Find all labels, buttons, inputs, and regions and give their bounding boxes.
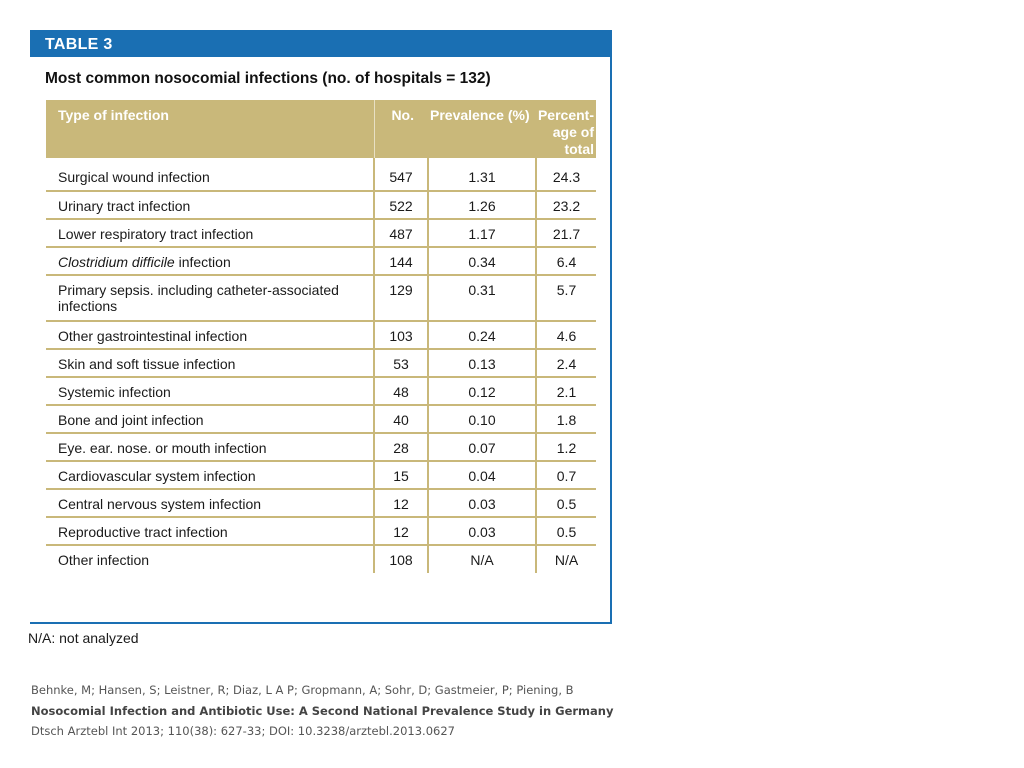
table-row: Clostridium difficile infection 144 0.34…	[46, 247, 596, 276]
cell-percentage: 1.8	[535, 405, 596, 434]
cell-type-line2: infections	[58, 298, 118, 314]
citation-authors: Behnke, M; Hansen, S; Leistner, R; Diaz,…	[31, 683, 574, 697]
cell-type: Other gastrointestinal infection	[46, 321, 374, 350]
cell-percentage: 0.7	[535, 461, 596, 490]
cell-type-rest: infection	[174, 254, 231, 270]
cell-percentage: N/A	[535, 545, 596, 573]
cell-prevalence: 0.04	[428, 461, 536, 490]
cell-prevalence: 0.24	[428, 321, 536, 350]
cell-type: Clostridium difficile infection	[46, 247, 374, 276]
header-prevalence: Prevalence (%)	[428, 100, 536, 158]
cell-type-italic: Clostridium difficile	[58, 254, 175, 270]
table-row: Lower respiratory tract infection 487 1.…	[46, 219, 596, 248]
cell-type: Eye. ear. nose. or mouth infection	[46, 433, 374, 462]
cell-percentage: 6.4	[535, 247, 596, 276]
cell-no: 487	[373, 219, 429, 248]
cell-percentage: 24.3	[535, 158, 596, 192]
cell-type: Central nervous system infection	[46, 489, 374, 518]
cell-no: 15	[373, 461, 429, 490]
cell-no: 12	[373, 517, 429, 546]
cell-no: 103	[373, 321, 429, 350]
table-row: Reproductive tract infection 12 0.03 0.5	[46, 517, 596, 546]
citation-source: Dtsch Arztebl Int 2013; 110(38): 627-33;…	[31, 724, 455, 738]
cell-prevalence: 0.31	[428, 275, 536, 322]
cell-type-line1: Primary sepsis. including catheter-assoc…	[58, 282, 339, 298]
cell-type: Bone and joint infection	[46, 405, 374, 434]
cell-prevalence: 0.34	[428, 247, 536, 276]
cell-percentage: 23.2	[535, 191, 596, 220]
cell-prevalence: 0.07	[428, 433, 536, 462]
cell-type: Other infection	[58, 552, 150, 568]
cell-no: 144	[373, 247, 429, 276]
cell-type: Lower respiratory tract infection	[46, 219, 374, 248]
cell-prevalence: 1.31	[428, 158, 536, 192]
table-row: Central nervous system infection 12 0.03…	[46, 489, 596, 518]
cell-percentage: 5.7	[535, 275, 596, 322]
table-row: Primary sepsis. including catheter-assoc…	[46, 275, 596, 322]
cell-type: Systemic infection	[46, 377, 374, 406]
cell-type: Cardiovascular system infection	[46, 461, 374, 490]
table-row: Urinary tract infection 522 1.26 23.2	[46, 191, 596, 220]
table-label: TABLE 3	[30, 30, 610, 57]
cell-type: Reproductive tract infection	[46, 517, 374, 546]
cell-no: 108	[373, 545, 429, 573]
infection-table: Type of infection No. Prevalence (%) Per…	[46, 100, 596, 573]
cell-prevalence: 0.03	[428, 489, 536, 518]
table-header-row: Type of infection No. Prevalence (%) Per…	[46, 100, 596, 158]
cell-percentage: 2.4	[535, 349, 596, 378]
table-row: Bone and joint infection 40 0.10 1.8	[46, 405, 596, 434]
cell-no: 48	[373, 377, 429, 406]
table-row: Other infection 108 N/A N/A	[46, 545, 596, 573]
cell-no: 28	[373, 433, 429, 462]
header-percentage-line2: age of	[552, 124, 594, 140]
cell-percentage: 1.2	[535, 433, 596, 462]
table-row: Surgical wound infection 547 1.31 24.3	[46, 158, 596, 192]
table-row: Cardiovascular system infection 15 0.04 …	[46, 461, 596, 490]
table-figure: TABLE 3 Most common nosocomial infection…	[30, 30, 612, 624]
cell-type: Skin and soft tissue infection	[46, 349, 374, 378]
header-percentage-line3: total	[564, 141, 594, 157]
table-row: Skin and soft tissue infection 53 0.13 2…	[46, 349, 596, 378]
cell-no: 12	[373, 489, 429, 518]
citation-title: Nosocomial Infection and Antibiotic Use:…	[31, 703, 614, 718]
header-type: Type of infection	[46, 100, 374, 158]
cell-prevalence: 1.17	[428, 219, 536, 248]
cell-prevalence: 0.13	[428, 349, 536, 378]
table-caption: Most common nosocomial infections (no. o…	[45, 70, 491, 87]
cell-percentage: 21.7	[535, 219, 596, 248]
cell-prevalence: 0.03	[428, 517, 536, 546]
cell-no: 547	[373, 158, 429, 192]
cell-type: Primary sepsis. including catheter-assoc…	[46, 275, 374, 322]
citation: Behnke, M; Hansen, S; Leistner, R; Diaz,…	[31, 680, 613, 742]
cell-percentage: 0.5	[535, 517, 596, 546]
cell-type: Urinary tract infection	[46, 191, 374, 220]
cell-prevalence: N/A	[470, 552, 494, 568]
table-footnote: N/A: not analyzed	[28, 630, 139, 646]
cell-no: 53	[373, 349, 429, 378]
header-percentage: Percent- age of total	[536, 100, 596, 158]
table-row: Systemic infection 48 0.12 2.1	[46, 377, 596, 406]
cell-type: Surgical wound infection	[46, 158, 374, 192]
cell-no: 522	[373, 191, 429, 220]
table-row: Eye. ear. nose. or mouth infection 28 0.…	[46, 433, 596, 462]
cell-percentage: 2.1	[535, 377, 596, 406]
cell-percentage: 4.6	[535, 321, 596, 350]
header-no: No.	[373, 100, 428, 158]
table-row: Other gastrointestinal infection 103 0.2…	[46, 321, 596, 350]
cell-prevalence: 0.12	[428, 377, 536, 406]
cell-percentage: 0.5	[535, 489, 596, 518]
cell-prevalence: 1.26	[428, 191, 536, 220]
header-percentage-line1: Percent-	[537, 107, 594, 123]
cell-no: 40	[373, 405, 429, 434]
cell-prevalence: 0.10	[428, 405, 536, 434]
cell-no: 129	[373, 275, 429, 322]
